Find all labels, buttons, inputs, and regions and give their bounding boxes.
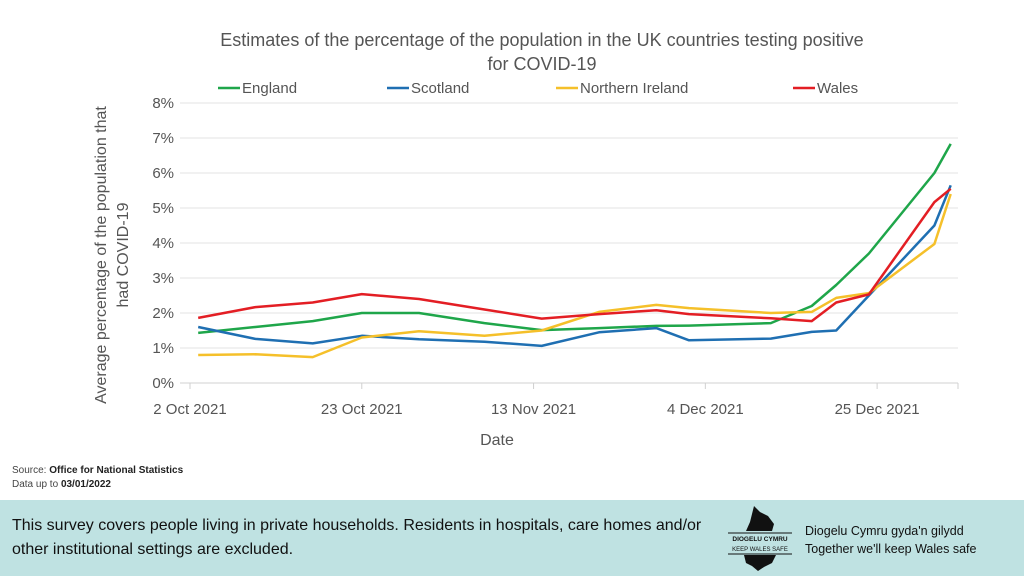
x-axis-label: Date bbox=[480, 432, 514, 449]
legend-label: Wales bbox=[817, 80, 858, 97]
y-tick-label: 4% bbox=[152, 235, 174, 252]
footer-banner: This survey covers people living in priv… bbox=[0, 500, 1024, 576]
y-tick-label: 8% bbox=[152, 95, 174, 112]
y-tick-label: 7% bbox=[152, 130, 174, 147]
source-value: Office for National Statistics bbox=[49, 465, 184, 476]
source-line: Source: Office for National Statistics bbox=[12, 465, 183, 476]
x-tick-label: 13 Nov 2021 bbox=[491, 401, 576, 418]
y-tick-label: 0% bbox=[152, 375, 174, 392]
source-label: Source: bbox=[12, 465, 47, 476]
series-line-england bbox=[198, 143, 952, 335]
x-tick-label: 23 Oct 2021 bbox=[321, 401, 403, 418]
data-up-to-line: Data up to 03/01/2022 bbox=[12, 479, 111, 490]
x-tick-label: 2 Oct 2021 bbox=[153, 401, 226, 418]
y-tick-label: 3% bbox=[152, 270, 174, 287]
series-line-wales bbox=[197, 187, 952, 323]
series-line-northern-ireland bbox=[198, 193, 952, 359]
keep-wales-safe-logo: DIOGELU CYMRU KEEP WALES SAFE bbox=[728, 506, 792, 571]
legend-label: Scotland bbox=[411, 80, 469, 97]
survey-note: This survey covers people living in priv… bbox=[12, 517, 702, 558]
x-tick-label: 4 Dec 2021 bbox=[667, 401, 744, 418]
legend-label: Northern Ireland bbox=[580, 80, 688, 97]
y-axis-label-line: Average percentage of the population tha… bbox=[93, 106, 110, 404]
logo-text-cy: DIOGELU CYMRU bbox=[732, 536, 788, 543]
y-axis-label-line: had COVID-19 bbox=[115, 202, 132, 307]
chart-title-line: Estimates of the percentage of the popul… bbox=[220, 30, 863, 50]
tagline: Diogelu Cymru gyda'n gilydd Together we'… bbox=[805, 522, 976, 558]
chart-title-line: for COVID-19 bbox=[487, 54, 596, 74]
legend-label: England bbox=[242, 80, 297, 97]
y-tick-label: 2% bbox=[152, 305, 174, 322]
chart: Estimates of the percentage of the popul… bbox=[93, 30, 959, 449]
y-tick-label: 5% bbox=[152, 200, 174, 217]
series-line-scotland bbox=[197, 184, 952, 348]
tagline-english: Together we'll keep Wales safe bbox=[805, 542, 977, 556]
y-tick-label: 6% bbox=[152, 165, 174, 182]
tagline-welsh: Diogelu Cymru gyda'n gilydd bbox=[805, 524, 964, 538]
data-up-to-value: 03/01/2022 bbox=[60, 479, 111, 490]
x-tick-label: 25 Dec 2021 bbox=[835, 401, 920, 418]
data-up-to-label: Data up to bbox=[12, 479, 59, 490]
y-tick-label: 1% bbox=[152, 340, 174, 357]
logo-text-en: KEEP WALES SAFE bbox=[732, 547, 788, 553]
